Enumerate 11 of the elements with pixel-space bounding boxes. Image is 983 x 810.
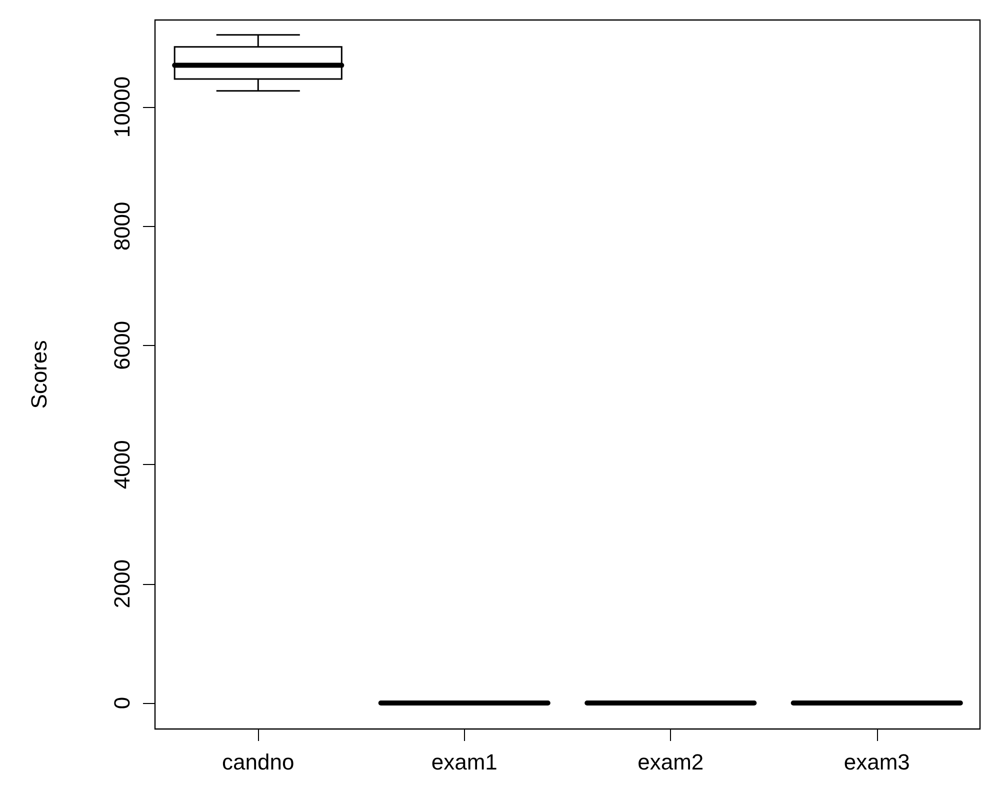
x-tick-label: exam1 bbox=[431, 750, 498, 774]
y-tick-label: 10000 bbox=[110, 76, 134, 138]
y-tick-label: 6000 bbox=[110, 320, 134, 370]
y-tick-label: 2000 bbox=[110, 559, 134, 608]
y-tick-label: 0 bbox=[110, 696, 134, 710]
x-tick-label: exam3 bbox=[844, 750, 910, 774]
y-tick-label: 4000 bbox=[110, 440, 134, 490]
x-tick-label: candno bbox=[222, 750, 294, 774]
x-tick-label: exam2 bbox=[638, 750, 704, 774]
y-axis-title: Scores bbox=[26, 340, 52, 409]
y-tick-label: 8000 bbox=[110, 202, 134, 251]
